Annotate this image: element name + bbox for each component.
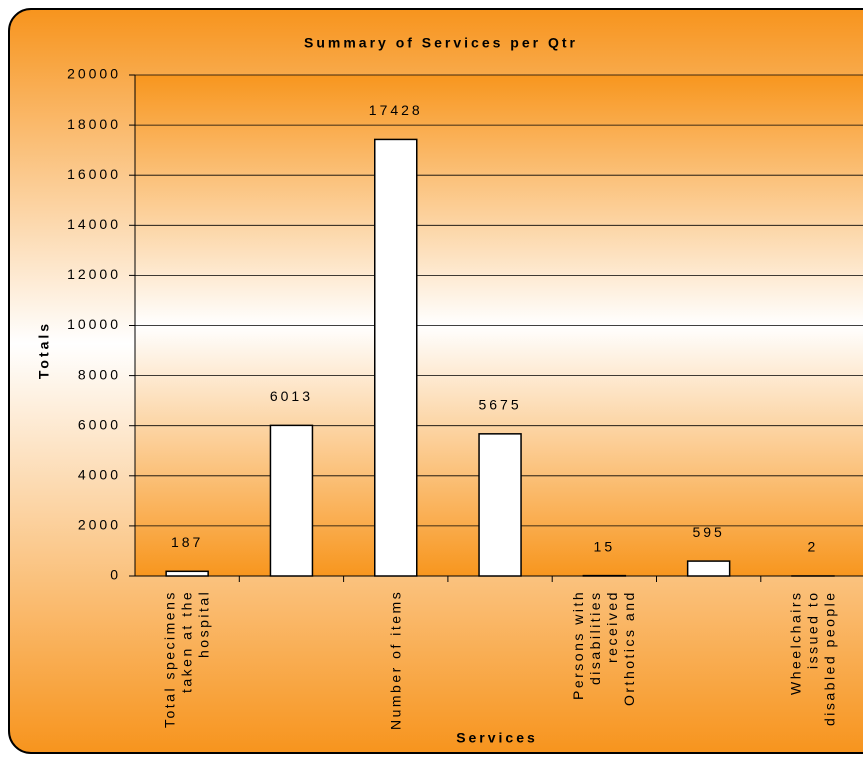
bar [686, 560, 731, 577]
x-tick-label: Total specimens taken at the hospital [161, 590, 212, 728]
y-tick-label: 10000 [67, 316, 121, 332]
y-tick-label: 0 [110, 567, 121, 583]
bar [374, 138, 418, 577]
x-axis-label: Services [456, 730, 538, 746]
data-label: 187 [171, 534, 203, 550]
bar [478, 433, 522, 577]
y-tick-label: 12000 [67, 266, 121, 282]
data-label: 2 [808, 539, 819, 555]
y-tick-label: 14000 [67, 216, 121, 232]
data-label: 6013 [270, 388, 313, 404]
x-tick-label: Number of items [387, 590, 404, 731]
chart-title: Summary of Services per Qtr [304, 35, 578, 51]
data-label: 595 [692, 524, 724, 540]
y-tick-label: 18000 [67, 116, 121, 132]
bar [165, 570, 209, 577]
y-tick-label: 2000 [78, 517, 121, 533]
x-tick-label: Persons with disabilities received Ortho… [570, 590, 638, 706]
data-label: 15 [594, 538, 616, 554]
y-tick-label: 16000 [67, 166, 121, 182]
y-tick-label: 6000 [78, 416, 121, 432]
y-tick-label: 20000 [67, 66, 121, 82]
y-tick-label: 8000 [78, 366, 121, 382]
x-tick-label: Wheelchairs issued to disabled people [787, 590, 838, 726]
data-label: 17428 [369, 102, 423, 118]
data-label: 5675 [478, 397, 521, 413]
bar [269, 424, 314, 577]
y-axis-label: Totals [36, 321, 52, 379]
y-tick-label: 4000 [78, 467, 121, 483]
